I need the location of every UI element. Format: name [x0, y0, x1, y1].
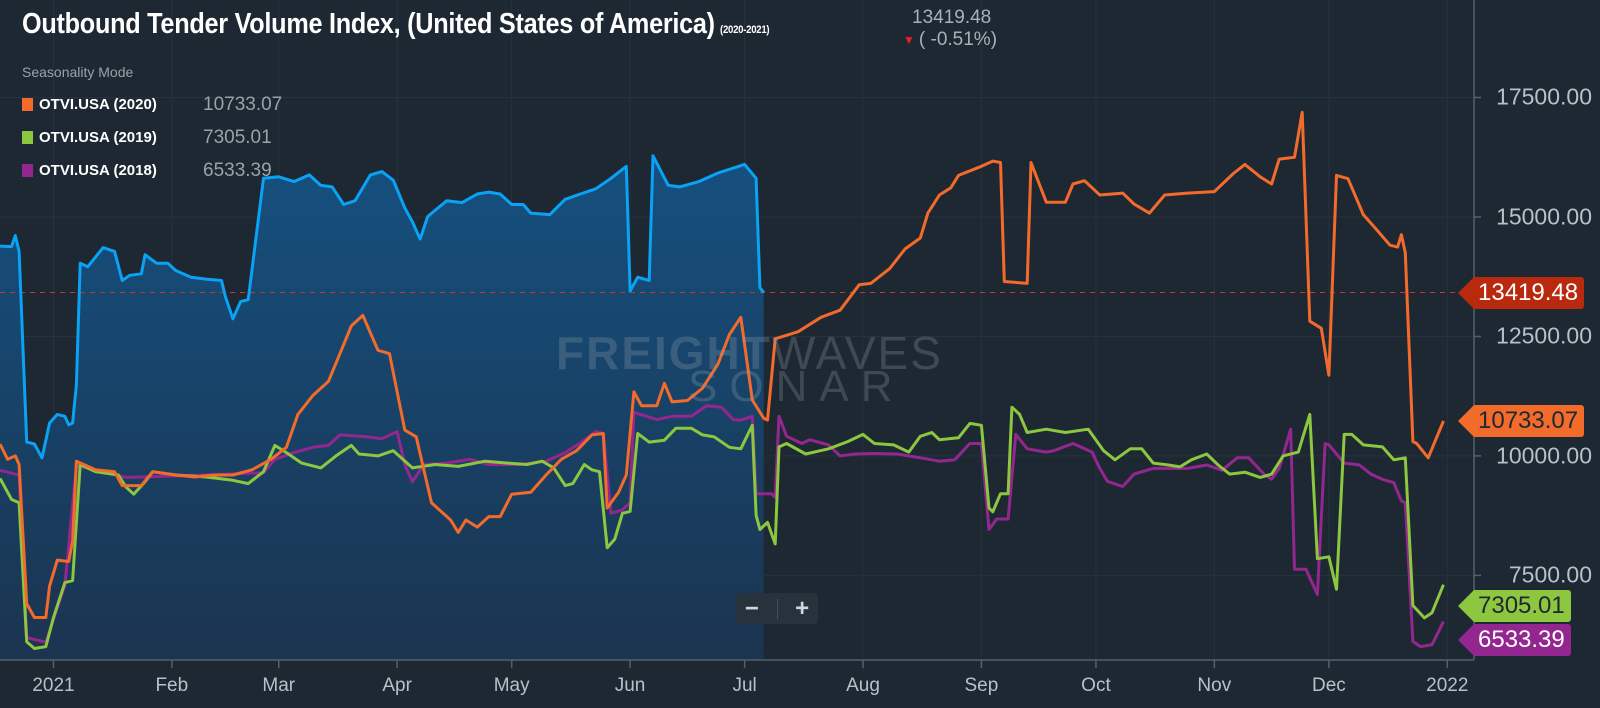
tag-pointer	[1458, 624, 1474, 656]
x-tick-label: Apr	[382, 675, 412, 696]
legend-item-2020[interactable]: OTVI.USA (2020) 10733.07	[22, 88, 282, 121]
legend-value: 7305.01	[203, 126, 272, 148]
last-value-tag-current: 13419.48	[1458, 276, 1585, 309]
tag-pointer	[1458, 276, 1474, 309]
change-percent: ( -0.51%)	[918, 29, 998, 50]
current-series-area	[0, 155, 764, 661]
legend-label: OTVI.USA (2019)	[39, 129, 157, 146]
zoom-in-button[interactable]: +	[795, 594, 810, 622]
x-tick-label: Dec	[1311, 675, 1346, 696]
x-tick-label: Mar	[262, 675, 296, 696]
legend-swatch	[22, 131, 33, 144]
legend-swatch	[22, 164, 33, 177]
legend: Seasonality Mode OTVI.USA (2020) 10733.0…	[22, 64, 282, 187]
watermark-freight: FREIGHT	[556, 327, 772, 379]
x-tick-label: 2021	[32, 675, 75, 696]
legend-swatch	[22, 98, 33, 111]
legend-value: 6533.39	[203, 159, 272, 181]
y-tick-label: 17500.00	[1496, 83, 1592, 110]
x-tick-label: Jul	[732, 675, 757, 696]
legend-value: 10733.07	[203, 93, 283, 115]
series-lines	[0, 110, 1445, 650]
last-value-tag-2018: 6533.39	[1458, 624, 1571, 656]
x-tick-label: Oct	[1081, 675, 1111, 696]
y-tick-label: 7500.00	[1508, 561, 1592, 588]
date-range: (2020-2021)	[720, 24, 770, 36]
x-tick-label: Sep	[964, 675, 999, 696]
watermark-sonar: SONAR	[688, 362, 905, 411]
x-axis-tick-marks	[52, 660, 1449, 668]
series-line-2018	[0, 404, 1445, 649]
y-tick-label: 15000.00	[1496, 203, 1592, 230]
legend-item-2018[interactable]: OTVI.USA (2018) 6533.39	[22, 154, 282, 187]
tag-value: 10733.07	[1474, 404, 1585, 437]
zoom-separator	[776, 598, 778, 619]
watermark-waves: WAVES	[771, 327, 943, 379]
legend-label: OTVI.USA (2018)	[39, 162, 157, 179]
arrow-down-icon: ▼	[903, 33, 915, 47]
y-tick-label: 12500.00	[1496, 322, 1592, 349]
tag-pointer	[1458, 404, 1474, 437]
zoom-controls: − +	[736, 593, 818, 624]
chart-title: Outbound Tender Volume Index, (United St…	[22, 8, 770, 41]
header-change: ▼ ( -0.51%)	[903, 29, 997, 51]
x-tick-label: Jun	[614, 675, 646, 696]
chart-title-text: Outbound Tender Volume Index, (United St…	[22, 8, 715, 40]
legend-label: OTVI.USA (2020)	[39, 96, 157, 113]
series-area-current	[0, 155, 764, 661]
header-current-value: 13419.48	[912, 7, 992, 28]
legend-item-2019[interactable]: OTVI.USA (2019) 7305.01	[22, 121, 282, 154]
x-tick-label: 2022	[1426, 675, 1469, 696]
x-tick-label: Aug	[846, 675, 880, 696]
last-value-tag-2019: 7305.01	[1458, 590, 1571, 622]
tag-value: 7305.01	[1474, 590, 1571, 622]
series-line-2019	[0, 405, 1445, 650]
seasonality-mode-label: Seasonality Mode	[22, 64, 134, 80]
last-value-tag-2020: 10733.07	[1458, 404, 1585, 437]
x-tick-label: Feb	[155, 675, 189, 696]
tag-value: 13419.48	[1474, 276, 1585, 309]
x-tick-label: Nov	[1197, 675, 1232, 696]
x-tick-label: May	[493, 675, 530, 696]
tag-pointer	[1458, 590, 1474, 622]
tag-value: 6533.39	[1474, 624, 1571, 656]
series-line-2020	[0, 110, 1445, 619]
y-tick-label: 10000.00	[1496, 442, 1592, 469]
zoom-out-button[interactable]: −	[744, 594, 759, 622]
series-line-current	[0, 154, 765, 460]
watermark-logo: FREIGHTWAVES	[556, 326, 943, 380]
